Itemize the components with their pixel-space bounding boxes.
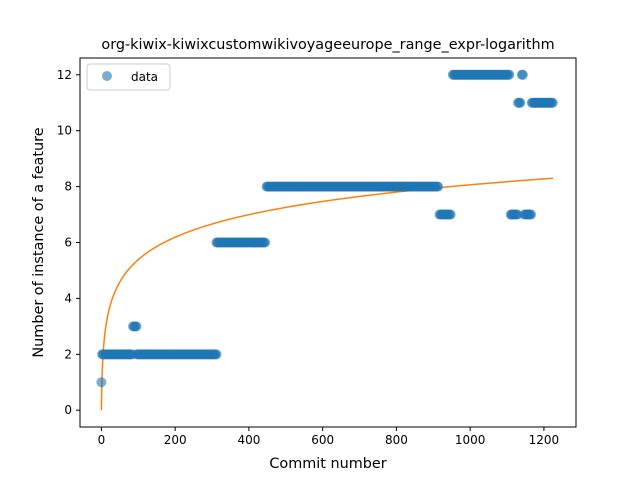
y-tick-label: 6 bbox=[64, 236, 72, 250]
data-point bbox=[515, 97, 526, 108]
data-point bbox=[504, 69, 515, 80]
points-layer bbox=[96, 69, 558, 388]
data-point bbox=[433, 181, 444, 192]
y-tick-label: 4 bbox=[64, 291, 72, 305]
legend-marker-data bbox=[102, 71, 112, 81]
data-point bbox=[260, 237, 271, 248]
x-tick-label: 1200 bbox=[529, 433, 560, 447]
x-tick-label: 200 bbox=[164, 433, 187, 447]
data-point bbox=[547, 97, 558, 108]
data-point bbox=[517, 69, 528, 80]
data-point bbox=[526, 209, 537, 220]
chart-title: org-kiwix-kiwixcustomwikivoyageeurope_ra… bbox=[101, 37, 554, 53]
y-tick-label: 10 bbox=[57, 124, 72, 138]
legend-label-data: data bbox=[131, 70, 158, 84]
x-tick-label: 800 bbox=[385, 433, 408, 447]
legend: data bbox=[86, 63, 171, 91]
data-point bbox=[96, 377, 107, 388]
y-tick-label: 2 bbox=[64, 347, 72, 361]
y-tick-label: 8 bbox=[64, 180, 72, 194]
x-axis-label: Commit number bbox=[269, 456, 386, 472]
data-point bbox=[445, 209, 456, 220]
x-axis: 0 200 400 600 800 1000 1200 bbox=[98, 427, 560, 447]
data-point bbox=[512, 209, 523, 220]
y-axis: 0 2 4 6 8 10 12 bbox=[57, 68, 80, 417]
x-tick-label: 400 bbox=[237, 433, 260, 447]
plot-area bbox=[80, 58, 576, 427]
legend-box bbox=[86, 63, 171, 91]
y-tick-label: 12 bbox=[57, 68, 72, 82]
y-tick-label: 0 bbox=[64, 403, 72, 417]
data-point bbox=[211, 349, 222, 360]
x-tick-label: 600 bbox=[311, 433, 334, 447]
x-tick-label: 0 bbox=[98, 433, 106, 447]
data-point bbox=[131, 321, 142, 332]
x-tick-label: 1000 bbox=[455, 433, 486, 447]
y-axis-label: Number of instance of a feature bbox=[31, 127, 47, 357]
